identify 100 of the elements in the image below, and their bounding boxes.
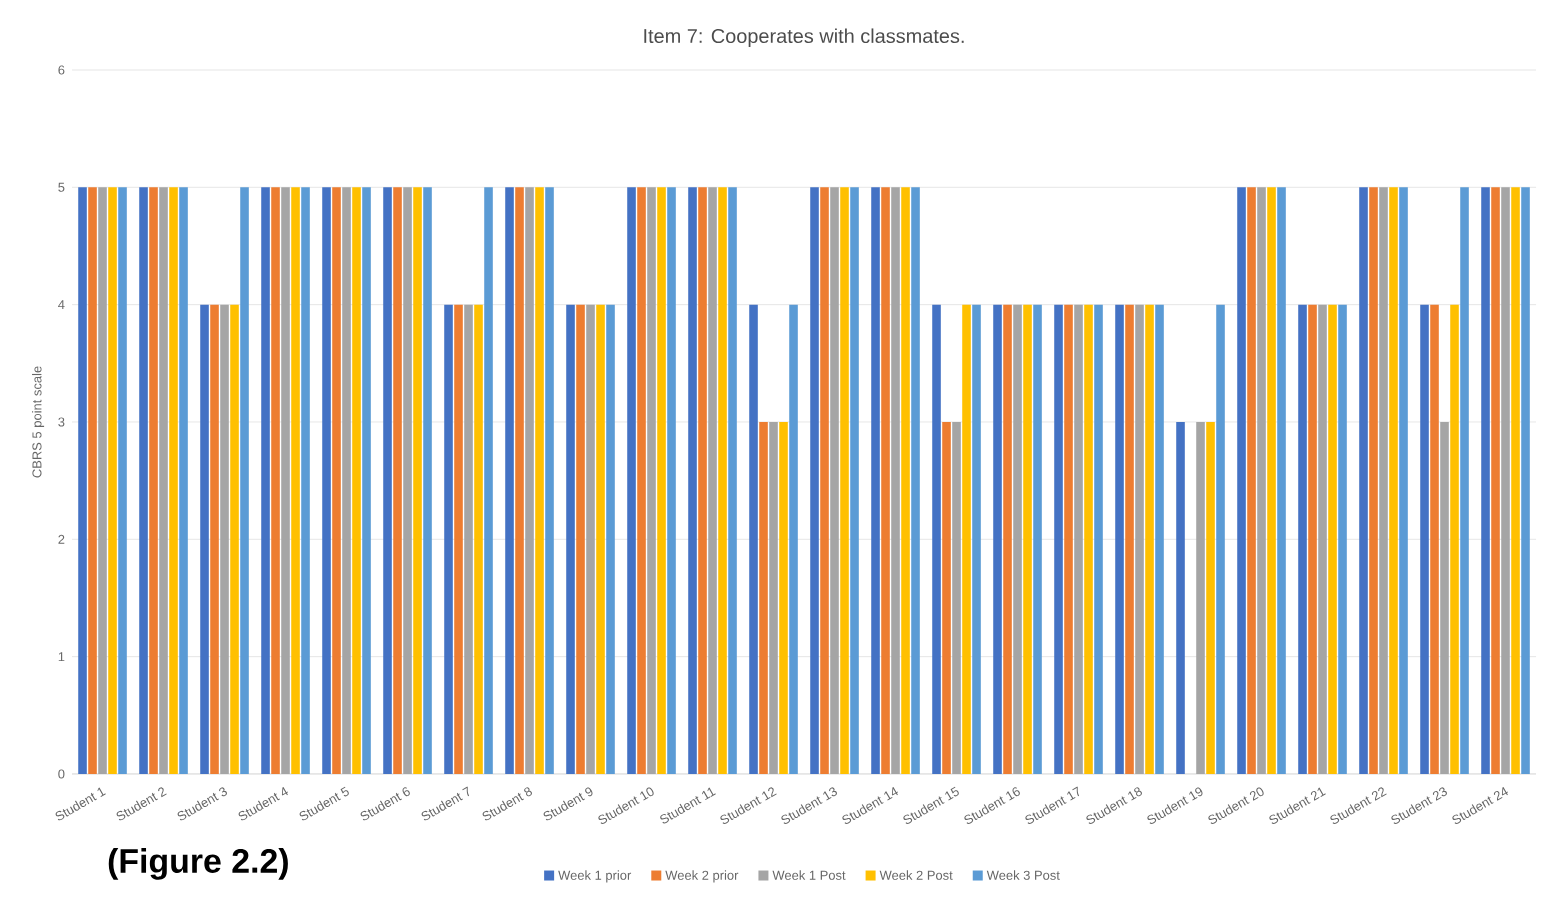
bar (1298, 304, 1307, 774)
bar (342, 187, 351, 774)
bar (1013, 304, 1022, 774)
bar (1054, 304, 1063, 774)
bar (779, 421, 788, 774)
bar (1521, 187, 1530, 774)
bar (1216, 304, 1225, 774)
bar (718, 187, 727, 774)
bar (1430, 304, 1439, 774)
bar (1064, 304, 1073, 774)
bar (698, 187, 707, 774)
bar (322, 187, 331, 774)
bar (301, 187, 310, 774)
bar (1399, 187, 1408, 774)
bar (576, 304, 585, 774)
bar (1267, 187, 1276, 774)
bar (169, 187, 178, 774)
bar (820, 187, 829, 774)
bar (515, 187, 524, 774)
bar (1369, 187, 1378, 774)
bar (708, 187, 717, 774)
bar (932, 304, 941, 774)
bar (240, 187, 249, 774)
bar (789, 304, 798, 774)
bar (352, 187, 361, 774)
bar (1206, 421, 1215, 774)
bar (1237, 187, 1246, 774)
bar (942, 421, 951, 774)
bar (840, 187, 849, 774)
bar (1308, 304, 1317, 774)
bar (830, 187, 839, 774)
bar (1084, 304, 1093, 774)
bar (586, 304, 595, 774)
bar (1176, 421, 1185, 774)
bar (1125, 304, 1134, 774)
bar (444, 304, 453, 774)
bar (728, 187, 737, 774)
bar (383, 187, 392, 774)
bar (423, 187, 432, 774)
bar (901, 187, 910, 774)
bar (98, 187, 107, 774)
bar (627, 187, 636, 774)
bar (1389, 187, 1398, 774)
bar (525, 187, 534, 774)
bar (261, 187, 270, 774)
bar (505, 187, 514, 774)
bar (993, 304, 1002, 774)
bar (1318, 304, 1327, 774)
bar (332, 187, 341, 774)
bar (1511, 187, 1520, 774)
bar (1338, 304, 1347, 774)
bar (911, 187, 920, 774)
bar (271, 187, 280, 774)
bar (850, 187, 859, 774)
bar (688, 187, 697, 774)
bar (1420, 304, 1429, 774)
bar (759, 421, 768, 774)
bar (769, 421, 778, 774)
bar (1074, 304, 1083, 774)
bar (1491, 187, 1500, 774)
bar (871, 187, 880, 774)
bar (1277, 187, 1286, 774)
bar (179, 187, 188, 774)
bar (891, 187, 900, 774)
bar (484, 187, 493, 774)
bar (1440, 421, 1449, 774)
bar (952, 421, 961, 774)
bar (1023, 304, 1032, 774)
bar (657, 187, 666, 774)
bar (1135, 304, 1144, 774)
bar (1257, 187, 1266, 774)
bar (535, 187, 544, 774)
bar (1155, 304, 1164, 774)
bar (1450, 304, 1459, 774)
bar (393, 187, 402, 774)
bar (78, 187, 87, 774)
bar (596, 304, 605, 774)
bar (566, 304, 575, 774)
bar (291, 187, 300, 774)
bar (1247, 187, 1256, 774)
bar (464, 304, 473, 774)
bar (1379, 187, 1388, 774)
bar (118, 187, 127, 774)
bar (1115, 304, 1124, 774)
bar (1033, 304, 1042, 774)
bar (1196, 421, 1205, 774)
chart-title: Item 7: Cooperates with classmates. (644, 28, 964, 47)
bar (281, 187, 290, 774)
bar (88, 187, 97, 774)
bar (413, 187, 422, 774)
bar (667, 187, 676, 774)
bar (647, 187, 656, 774)
bar (749, 304, 758, 774)
bar (881, 187, 890, 774)
bar (1328, 304, 1337, 774)
bar (139, 187, 148, 774)
bar (1145, 304, 1154, 774)
bar (220, 304, 229, 774)
bar (230, 304, 239, 774)
bar (1094, 304, 1103, 774)
